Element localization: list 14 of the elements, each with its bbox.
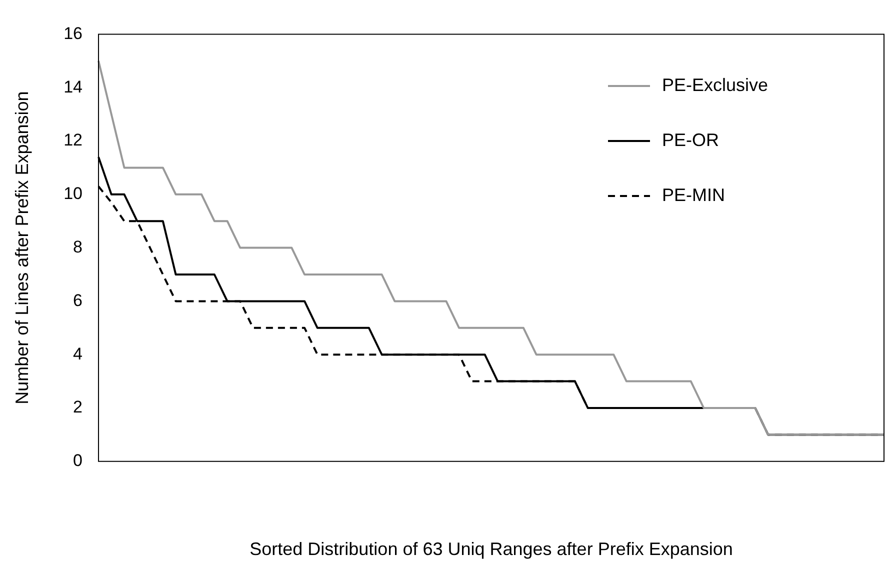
y-tick-label: 12: [64, 130, 83, 150]
y-tick-label: 2: [73, 398, 83, 417]
legend-label: PE-OR: [662, 130, 720, 151]
y-tick-label: 4: [73, 344, 83, 364]
y-tick-label: 10: [64, 184, 83, 204]
y-axis-title: Number of Lines after Prefix Expansion: [12, 91, 32, 404]
y-tick-label: 0: [73, 451, 83, 470]
x-axis-title: Sorted Distribution of 63 Uniq Ranges after Prefix Expansion: [250, 539, 733, 560]
y-tick-label: 16: [64, 24, 83, 43]
y-tick-label: 14: [64, 77, 83, 96]
legend-label: PE-MIN: [662, 185, 725, 206]
y-tick-label: 8: [73, 237, 83, 256]
y-tick-label: 6: [73, 290, 83, 310]
legend-label: PE-Exclusive: [662, 75, 768, 96]
